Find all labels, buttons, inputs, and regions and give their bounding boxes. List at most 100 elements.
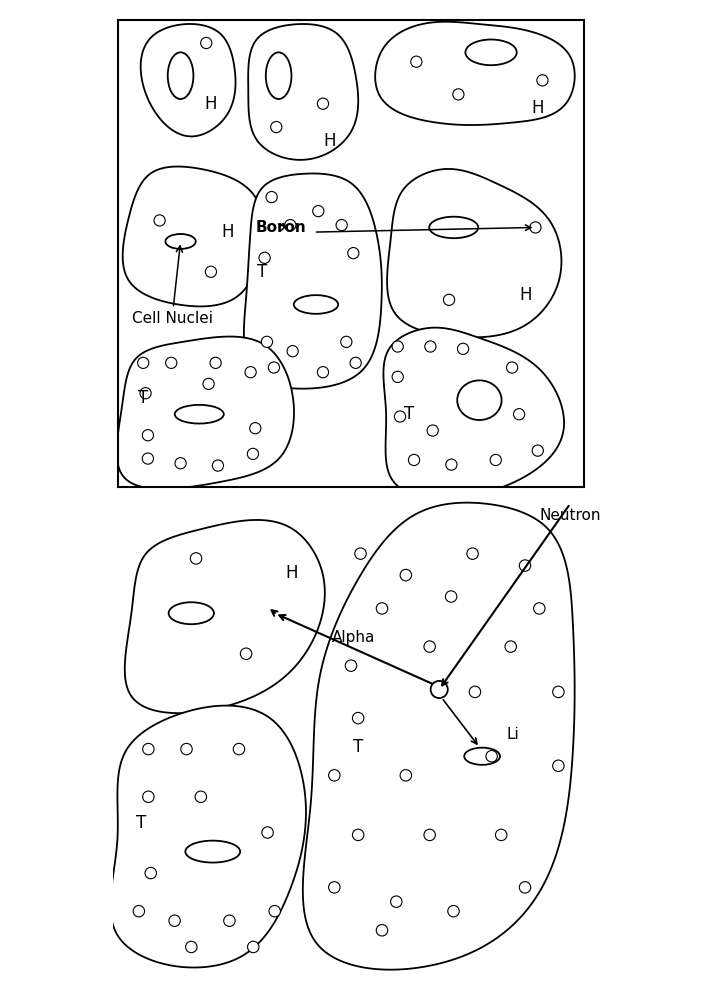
Circle shape [166,357,177,369]
Circle shape [336,219,347,231]
Circle shape [444,294,455,306]
Circle shape [552,760,564,772]
Circle shape [245,367,256,377]
Circle shape [287,346,298,357]
Text: T: T [404,405,414,424]
Ellipse shape [175,405,224,424]
Circle shape [453,88,464,100]
Circle shape [266,192,277,202]
Circle shape [175,458,186,469]
Circle shape [140,387,151,399]
Polygon shape [383,327,564,498]
Circle shape [390,896,402,907]
Circle shape [210,357,221,369]
Circle shape [534,603,545,614]
Circle shape [212,460,223,471]
Circle shape [425,341,436,352]
Circle shape [201,37,212,48]
Circle shape [271,122,282,133]
Circle shape [240,648,252,660]
Circle shape [411,56,422,67]
Text: T: T [136,814,146,832]
Circle shape [268,362,279,374]
Text: Boron: Boron [256,220,306,235]
Circle shape [376,603,388,614]
Circle shape [424,830,435,840]
Circle shape [261,336,272,347]
Circle shape [430,681,448,698]
Circle shape [490,454,501,466]
Text: T: T [257,262,267,281]
Circle shape [445,591,457,603]
Circle shape [392,372,403,382]
Circle shape [205,266,216,277]
Circle shape [537,75,548,86]
Text: Alpha: Alpha [332,629,375,645]
Circle shape [269,905,280,917]
Circle shape [190,552,201,564]
Circle shape [317,98,329,109]
Circle shape [248,942,259,953]
Circle shape [350,357,362,369]
Text: H: H [221,223,234,241]
Circle shape [329,770,340,781]
Circle shape [329,882,340,894]
Ellipse shape [294,295,338,314]
Text: H: H [205,94,217,113]
Circle shape [345,660,357,671]
Circle shape [312,205,324,216]
Circle shape [247,448,258,459]
Circle shape [392,341,403,352]
Polygon shape [125,520,325,713]
Circle shape [395,411,406,422]
Text: Li: Li [507,727,519,742]
Circle shape [195,791,206,802]
Circle shape [352,713,364,723]
Polygon shape [249,24,358,160]
Text: H: H [324,132,336,150]
Circle shape [340,336,352,347]
Circle shape [145,867,157,879]
Circle shape [424,641,435,653]
Ellipse shape [168,603,214,624]
Polygon shape [110,706,306,967]
Circle shape [185,942,197,953]
Circle shape [552,686,564,698]
Circle shape [400,569,411,581]
Ellipse shape [464,748,500,765]
Circle shape [143,743,154,755]
Circle shape [427,425,438,436]
Text: H: H [531,99,544,117]
Circle shape [448,905,459,917]
Circle shape [181,743,192,755]
Text: H: H [285,563,298,582]
Circle shape [285,219,296,231]
Text: T: T [138,389,148,407]
Circle shape [138,357,149,369]
Circle shape [154,215,165,226]
Circle shape [469,686,481,698]
Circle shape [347,248,359,259]
Circle shape [233,743,245,755]
Circle shape [143,430,154,440]
Ellipse shape [457,380,502,420]
Polygon shape [117,336,294,489]
Text: Cell Nuclei: Cell Nuclei [131,246,213,326]
Polygon shape [140,24,236,137]
Circle shape [467,548,478,559]
Circle shape [259,253,270,263]
Circle shape [506,362,517,374]
Circle shape [133,905,145,917]
Circle shape [352,830,364,840]
Circle shape [143,791,154,802]
Circle shape [143,453,154,464]
Circle shape [355,548,366,559]
Circle shape [532,445,543,456]
Polygon shape [123,166,263,307]
Circle shape [458,343,469,355]
Circle shape [409,454,420,466]
Ellipse shape [166,234,196,249]
Circle shape [486,751,497,762]
Circle shape [496,830,507,840]
Text: H: H [520,286,532,304]
